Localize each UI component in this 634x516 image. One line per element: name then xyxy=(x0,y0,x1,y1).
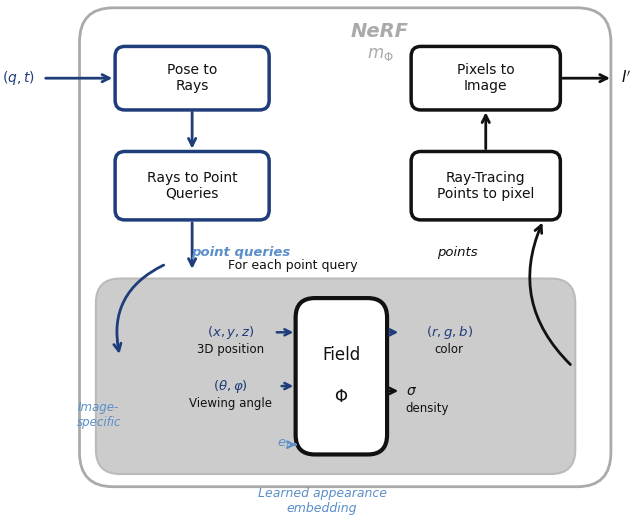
FancyBboxPatch shape xyxy=(79,8,611,487)
Text: 3D position: 3D position xyxy=(197,343,264,357)
Text: $e_i$: $e_i$ xyxy=(277,438,290,451)
Text: $(q, t)$: $(q, t)$ xyxy=(3,69,36,87)
Text: Viewing angle: Viewing angle xyxy=(189,397,272,410)
Text: $(r, g, b)$: $(r, g, b)$ xyxy=(425,324,473,341)
Text: density: density xyxy=(406,402,450,415)
Text: $m_\Phi$: $m_\Phi$ xyxy=(366,45,393,63)
Text: Pose to
Rays: Pose to Rays xyxy=(167,63,217,93)
Text: Image-
specific: Image- specific xyxy=(77,401,121,429)
FancyBboxPatch shape xyxy=(96,279,575,474)
Text: $\sigma$: $\sigma$ xyxy=(406,384,417,398)
Text: Field

$\Phi$: Field $\Phi$ xyxy=(322,346,361,406)
Text: Ray-Tracing
Points to pixel: Ray-Tracing Points to pixel xyxy=(437,171,534,201)
Text: point queries: point queries xyxy=(191,246,290,259)
FancyBboxPatch shape xyxy=(411,152,560,220)
FancyBboxPatch shape xyxy=(295,298,387,455)
Text: $(x, y, z)$: $(x, y, z)$ xyxy=(207,324,254,341)
FancyBboxPatch shape xyxy=(115,152,269,220)
Text: Rays to Point
Queries: Rays to Point Queries xyxy=(147,171,238,201)
Text: For each point query: For each point query xyxy=(228,260,358,272)
Text: Pixels to
Image: Pixels to Image xyxy=(457,63,515,93)
FancyArrowPatch shape xyxy=(114,265,164,351)
Text: points: points xyxy=(437,246,477,259)
FancyArrowPatch shape xyxy=(530,225,571,365)
Text: NeRF: NeRF xyxy=(351,22,409,41)
Text: $I'$: $I'$ xyxy=(621,70,631,87)
Text: color: color xyxy=(435,343,463,357)
FancyBboxPatch shape xyxy=(115,46,269,110)
FancyBboxPatch shape xyxy=(411,46,560,110)
Text: $(\theta, \varphi)$: $(\theta, \varphi)$ xyxy=(213,378,248,395)
Text: Learned appearance
embedding: Learned appearance embedding xyxy=(257,488,387,515)
